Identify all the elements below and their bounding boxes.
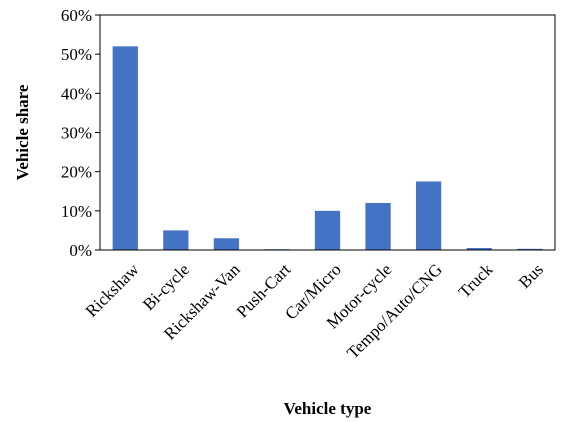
y-tick-label: 50% (61, 45, 92, 64)
x-tick-label: Rickshaw (82, 259, 143, 320)
y-tick-label: 60% (61, 6, 92, 25)
bar (365, 203, 391, 250)
y-tick-label: 10% (61, 202, 92, 221)
y-tick-label: 0% (69, 241, 92, 260)
bar (517, 248, 543, 250)
bar (112, 46, 138, 251)
y-tick-label: 30% (61, 124, 92, 143)
bar (415, 181, 442, 250)
x-tick-label: Tempo/Auto/CNG (343, 260, 446, 363)
x-tick-label: Truck (455, 260, 497, 302)
x-tick-label: Bus (515, 260, 547, 292)
bar (466, 248, 492, 250)
y-axis-ticks: 0% 10% 20% 30% 40% 50% 60% (61, 6, 100, 260)
y-axis-title: Vehicle share (13, 84, 32, 180)
x-axis-title: Vehicle type (284, 399, 372, 418)
plot-area-frame (99, 14, 556, 251)
bar (213, 238, 240, 250)
y-tick-label: 20% (61, 163, 92, 182)
y-tick-label: 40% (61, 84, 92, 103)
bar (314, 210, 341, 250)
x-axis-tick-labels: RickshawBi-cycleRickshaw-VanPush-CartCar… (82, 259, 547, 362)
bars (112, 46, 543, 251)
bar (163, 230, 189, 250)
